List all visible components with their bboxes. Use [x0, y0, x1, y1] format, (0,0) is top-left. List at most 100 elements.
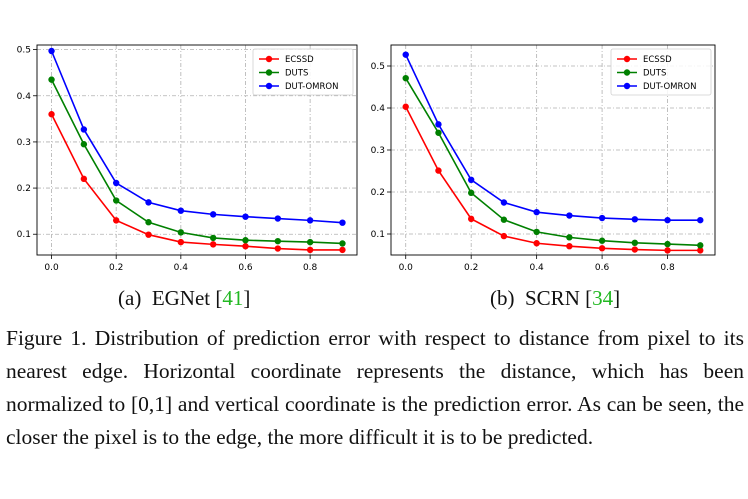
figure-caption: Figure 1. Distribution of prediction err…: [6, 326, 744, 449]
data-point: [631, 239, 639, 247]
data-point: [598, 237, 606, 244]
x-tick-label: 0.2: [109, 263, 123, 273]
data-point: [697, 247, 704, 254]
data-point: [664, 216, 671, 224]
subcaption-a-label: (a): [118, 286, 142, 310]
data-point: [533, 208, 540, 216]
chart-0: 0.0 0.2 0.4 0.6 0.8 0.1 0.2 0.3 0.4 0.5 ECSSD DUTS D…: [17, 44, 358, 273]
data-point: [598, 214, 606, 222]
legend-label: DUT-OMRON: [285, 82, 338, 92]
legend: ECSSD DUTS DUT-OMRON: [252, 48, 354, 96]
data-point: [631, 246, 639, 253]
legend-label: DUTS: [643, 69, 666, 79]
data-point: [145, 199, 152, 206]
data-point: [145, 231, 152, 238]
x-tick-label: 0.0: [399, 263, 414, 273]
y-tick-label: 0.3: [17, 138, 31, 148]
legend-label: ECSSD: [285, 55, 314, 65]
data-point: [533, 228, 540, 236]
x-tick-label: 0.4: [529, 263, 544, 273]
series-line-ecssd: [405, 106, 701, 252]
y-tick-label: 0.5: [371, 62, 385, 72]
data-point: [598, 245, 606, 252]
subcaption-b-ref[interactable]: 34: [592, 286, 614, 310]
legend-marker: [265, 82, 273, 90]
data-point: [631, 216, 639, 223]
series-line-duts: [50, 79, 343, 245]
y-tick-label: 0.5: [17, 46, 31, 56]
series-line-dut-omron: [405, 54, 701, 221]
data-point: [500, 199, 508, 206]
y-tick-label: 0.4: [17, 92, 32, 102]
data-point: [402, 51, 409, 58]
data-point: [500, 216, 508, 223]
data-point: [112, 217, 120, 224]
data-point: [697, 242, 704, 249]
data-point: [566, 234, 573, 241]
data-point: [112, 179, 120, 187]
data-point: [339, 246, 346, 254]
data-point: [80, 175, 88, 183]
x-tick-label: 0.8: [303, 263, 318, 273]
data-point: [274, 237, 282, 245]
data-point: [177, 229, 185, 236]
legend-marker: [623, 82, 631, 90]
legend-marker: [623, 55, 631, 63]
legend-marker: [265, 55, 273, 63]
y-tick-label: 0.1: [371, 230, 385, 240]
data-point: [177, 207, 185, 214]
data-point: [339, 240, 346, 247]
legend-marker: [623, 69, 631, 76]
data-point: [467, 189, 475, 197]
data-point: [242, 213, 249, 220]
charts-figure: 0.0 0.2 0.4 0.6 0.8 0.1 0.2 0.3 0.4 0.5 ECSSD DUTS D…: [17, 44, 716, 273]
legend-box: [252, 48, 354, 96]
data-point: [339, 219, 346, 226]
subcaption-a-ref[interactable]: 41: [222, 286, 244, 310]
subcaption-a-name: EGNet: [151, 286, 211, 310]
x-tick-label: 0.6: [595, 263, 610, 273]
series-line-duts: [405, 77, 701, 247]
data-point: [242, 243, 249, 250]
y-tick-label: 0.2: [371, 188, 385, 198]
data-point: [533, 240, 540, 247]
chart-1: 0.0 0.2 0.4 0.6 0.8 0.1 0.2 0.3 0.4 0.5 ECSSD DUTS D…: [371, 44, 716, 273]
data-point: [500, 232, 508, 240]
data-point: [435, 129, 442, 136]
data-point: [177, 238, 185, 246]
data-point: [306, 217, 314, 224]
plot-frame: [390, 44, 716, 256]
data-point: [697, 216, 704, 224]
subcaption-a: (a) EGNet [41]: [118, 286, 251, 310]
data-point: [306, 238, 314, 246]
x-tick-label: 0.4: [174, 263, 189, 273]
data-point: [664, 247, 671, 254]
x-tick-label: 0.2: [464, 263, 478, 273]
subcaption-b-name: SCRN: [525, 286, 580, 310]
data-point: [435, 121, 442, 128]
data-point: [209, 241, 217, 248]
data-point: [467, 215, 475, 223]
legend-label: DUT-OMRON: [643, 82, 696, 92]
series-line-ecssd: [50, 113, 343, 251]
y-tick-label: 0.3: [371, 146, 385, 156]
data-point: [467, 176, 475, 184]
plot-frame: [36, 44, 358, 256]
data-point: [242, 237, 249, 244]
legend-label: ECSSD: [643, 55, 672, 65]
data-point: [145, 219, 152, 226]
y-tick-label: 0.4: [371, 104, 386, 114]
subcaption-b-label: (b): [490, 286, 515, 310]
data-point: [209, 234, 217, 242]
data-point: [80, 141, 88, 148]
x-tick-label: 0.6: [238, 263, 253, 273]
data-point: [209, 211, 217, 218]
data-point: [274, 245, 282, 252]
data-point: [112, 197, 120, 204]
data-point: [435, 167, 442, 174]
y-tick-label: 0.1: [17, 230, 31, 240]
legend: ECSSD DUTS DUT-OMRON: [610, 48, 712, 96]
data-point: [402, 103, 409, 110]
legend-marker: [265, 69, 273, 76]
x-tick-label: 0.0: [44, 263, 59, 273]
